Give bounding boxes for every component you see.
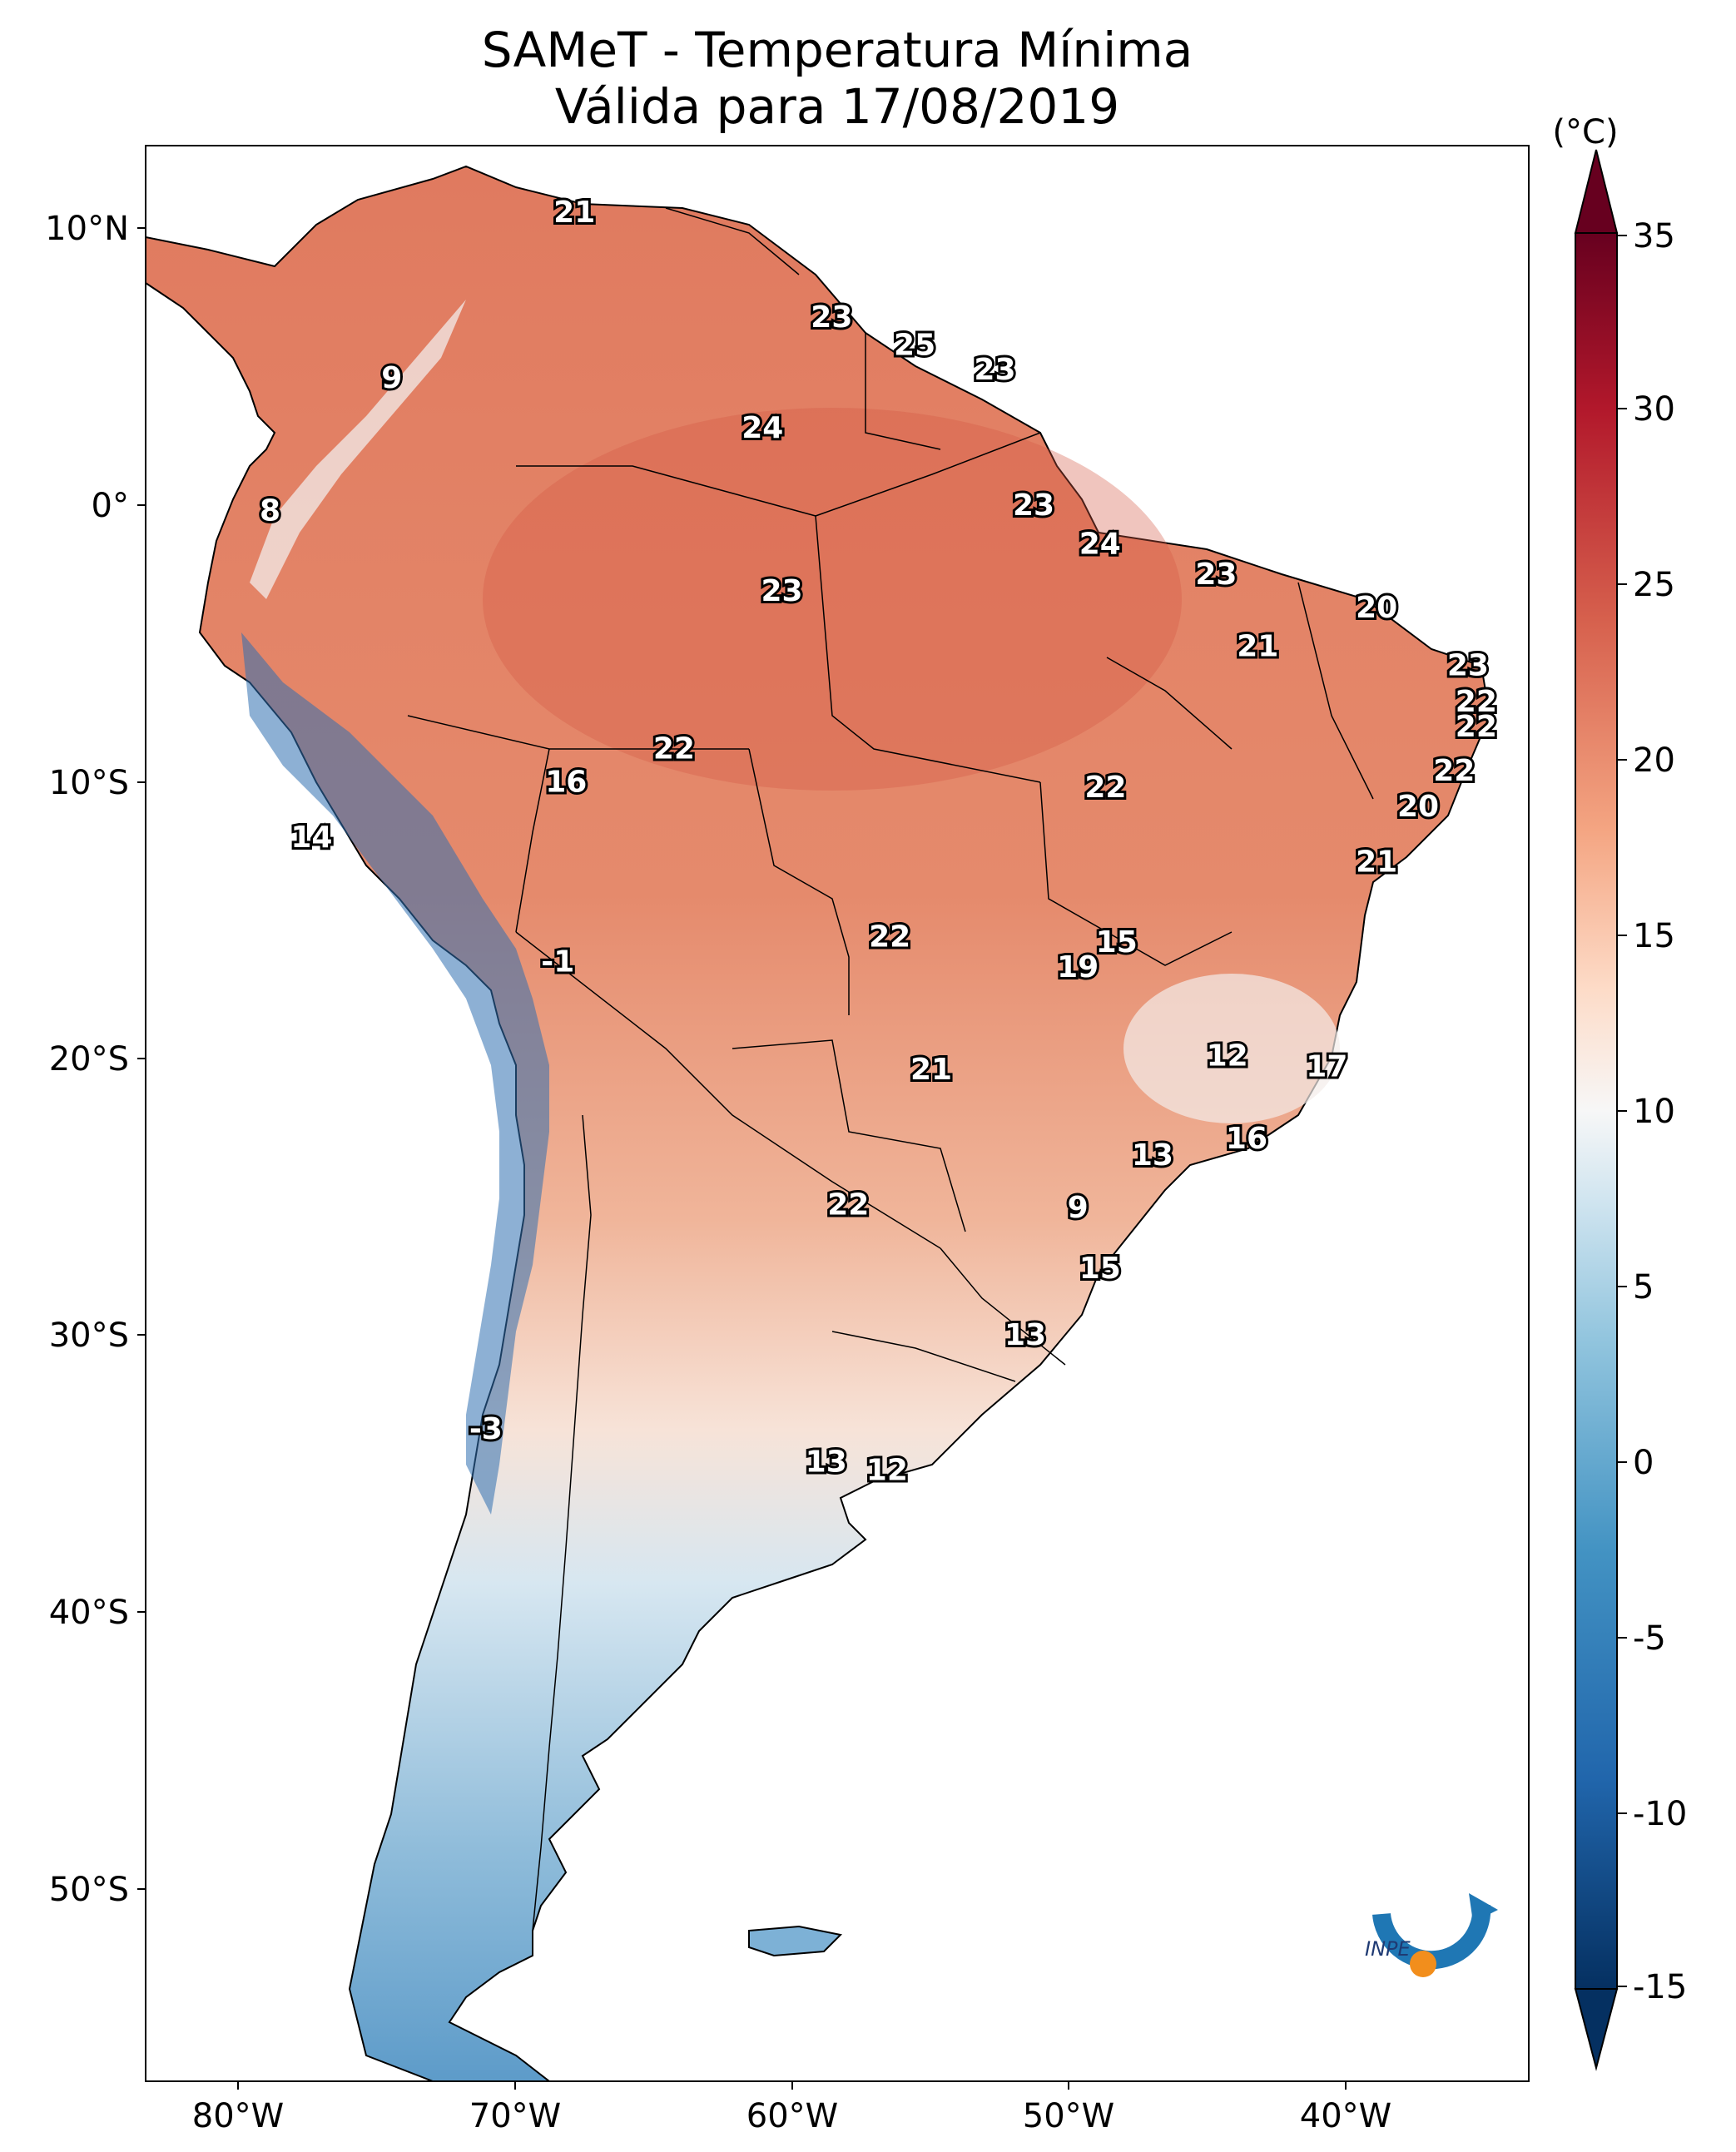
inpe-logo: INPE bbox=[1365, 1893, 1498, 1977]
map-title: SAMeT - Temperatura Mínima bbox=[481, 22, 1193, 78]
colorbar-tick-label: 0 bbox=[1633, 1444, 1654, 1482]
city-value-label: 20 bbox=[1397, 790, 1439, 824]
colorbar-tick-label: 15 bbox=[1633, 917, 1675, 955]
lat-label: 20°S bbox=[49, 1040, 129, 1078]
city-value-label: 16 bbox=[1226, 1122, 1267, 1156]
city-value-label: 9 bbox=[1068, 1191, 1089, 1225]
city-value-label: 23 bbox=[1013, 488, 1054, 523]
city-value-label: 14 bbox=[290, 821, 332, 855]
lat-label: 50°S bbox=[49, 1871, 129, 1909]
country-borders bbox=[407, 207, 1374, 1931]
city-value-label: 23 bbox=[1195, 558, 1237, 592]
city-value-label: 9 bbox=[381, 361, 402, 395]
city-value-label: 15 bbox=[1096, 925, 1138, 959]
city-value-label: 21 bbox=[553, 196, 595, 230]
city-value-label: 15 bbox=[1079, 1252, 1121, 1286]
colorbar-tick-label: 25 bbox=[1633, 566, 1675, 604]
city-value-label: 8 bbox=[260, 494, 280, 528]
city-value-label: -1 bbox=[541, 945, 574, 979]
city-value-label: 16 bbox=[545, 765, 587, 799]
lon-label: 50°W bbox=[1023, 2097, 1114, 2135]
city-value-label: 12 bbox=[1207, 1039, 1248, 1073]
colorbar-unit: (°C) bbox=[1552, 113, 1618, 151]
map-subtitle: Válida para 17/08/2019 bbox=[554, 78, 1120, 135]
colorbar-tick-label: 30 bbox=[1633, 390, 1675, 429]
lat-label: 10°S bbox=[49, 764, 129, 802]
lat-label: 0° bbox=[92, 487, 129, 525]
city-value-label: 21 bbox=[1356, 845, 1397, 880]
colorbar-bar bbox=[1575, 232, 1618, 1990]
longitude-axis: 80°W 70°W 60°W 50°W 40°W bbox=[192, 2081, 1391, 2135]
city-value-label: 21 bbox=[1237, 629, 1278, 663]
city-value-label: 24 bbox=[742, 411, 783, 445]
city-value-label: 13 bbox=[1004, 1318, 1046, 1352]
colorbar-max-arrow bbox=[1574, 149, 1619, 234]
city-value-label: 22 bbox=[869, 920, 910, 954]
amazon-warm-zone bbox=[483, 408, 1182, 791]
falkland-islands bbox=[748, 1925, 843, 1957]
lat-label: 10°N bbox=[45, 210, 129, 248]
colorbar-tick-label: 20 bbox=[1633, 741, 1675, 780]
city-value-label: 23 bbox=[1447, 649, 1489, 683]
lon-label: 40°W bbox=[1300, 2097, 1391, 2135]
lon-label: 60°W bbox=[746, 2097, 838, 2135]
city-value-label: 22 bbox=[653, 731, 695, 766]
colorbar-tick-label: 10 bbox=[1633, 1093, 1675, 1131]
logo-text: INPE bbox=[1365, 1937, 1411, 1961]
city-value-label: 22 bbox=[827, 1188, 869, 1222]
city-value-label: 13 bbox=[806, 1445, 847, 1480]
continent bbox=[146, 165, 1491, 2081]
city-value-label: 12 bbox=[866, 1454, 908, 1488]
lon-label: 80°W bbox=[192, 2097, 284, 2135]
latitude-axis: 10°N 0° 10°S 20°S 30°S 40°S 50°S bbox=[45, 210, 146, 1909]
city-value-label: 23 bbox=[761, 574, 802, 608]
lon-label: 70°W bbox=[469, 2097, 561, 2135]
lat-label: 40°S bbox=[49, 1594, 129, 1632]
colorbar: (°C) 35 30 25 20 15 10 5 0 -5 -10 -15 bbox=[1552, 113, 1687, 2071]
south-america-landmass bbox=[146, 165, 1491, 2081]
city-value-label: 20 bbox=[1356, 591, 1397, 625]
city-value-label: 23 bbox=[974, 353, 1015, 387]
city-value-label: 22 bbox=[1456, 710, 1497, 744]
city-value-label: 22 bbox=[1433, 754, 1475, 788]
city-value-label: 24 bbox=[1079, 528, 1121, 562]
city-value-label: 23 bbox=[811, 300, 852, 335]
lat-label: 30°S bbox=[49, 1316, 129, 1355]
city-value-label: 21 bbox=[910, 1053, 952, 1087]
city-value-label: 19 bbox=[1057, 950, 1099, 984]
northern-andes-streak bbox=[250, 300, 466, 599]
southeast-cool-zone bbox=[1123, 974, 1340, 1123]
andes-cold-belt bbox=[241, 632, 549, 1515]
city-value-label: -3 bbox=[469, 1412, 503, 1446]
city-value-label: 13 bbox=[1132, 1138, 1173, 1173]
colorbar-tick-label: -5 bbox=[1633, 1619, 1666, 1658]
city-value-label: 22 bbox=[1456, 685, 1497, 719]
city-value-label: 25 bbox=[894, 328, 935, 362]
colorbar-min-arrow bbox=[1574, 1988, 1619, 2071]
colorbar-tick-label: -10 bbox=[1633, 1795, 1687, 1833]
colorbar-tick-label: 5 bbox=[1633, 1268, 1654, 1307]
city-value-label: 17 bbox=[1306, 1050, 1347, 1084]
colorbar-tick-label: -15 bbox=[1633, 1968, 1687, 2006]
city-value-label: 22 bbox=[1084, 771, 1126, 805]
colorbar-tick-label: 35 bbox=[1633, 217, 1675, 255]
